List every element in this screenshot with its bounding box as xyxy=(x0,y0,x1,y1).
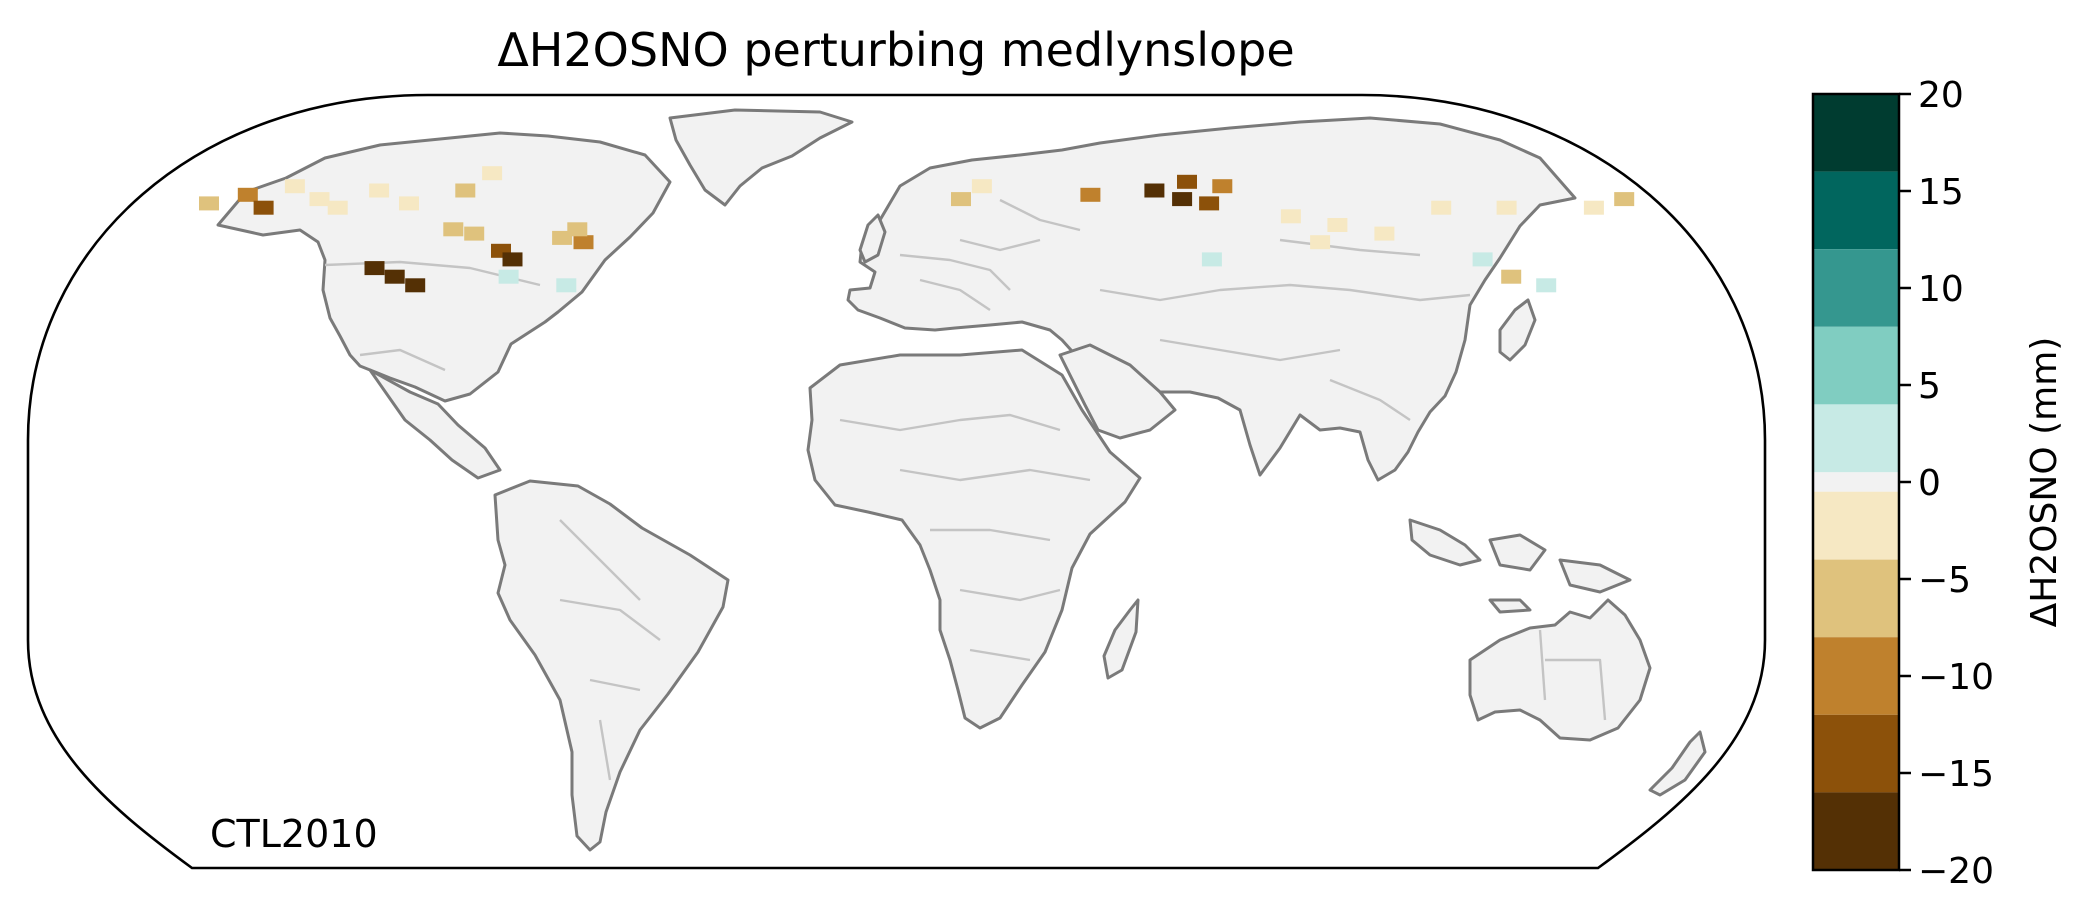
asia-borders xyxy=(1099,238,1471,421)
anomaly-cell xyxy=(951,192,971,207)
europe-borders xyxy=(899,198,1081,311)
colorbar-bin-7 xyxy=(1813,559,1899,638)
madagascar-landmass xyxy=(1102,598,1140,680)
anomaly-cell xyxy=(399,196,419,211)
snow-anomaly-cells xyxy=(199,166,1635,293)
eurasia-landmass xyxy=(846,116,1577,482)
colorbar-tick-label: −20 xyxy=(1918,851,1994,892)
colorbar-bin-1 xyxy=(1813,171,1899,250)
south-america-landmass xyxy=(493,479,730,852)
map-boundary xyxy=(26,93,1767,870)
colorbar-ticks: 20 15 10 5 0 −5 −10 −15 −20 xyxy=(1899,75,1994,892)
anomaly-cell xyxy=(567,222,588,237)
anomaly-cell xyxy=(309,192,330,207)
anomaly-cell xyxy=(1496,200,1517,215)
anomaly-cell xyxy=(502,252,523,267)
anomaly-cell xyxy=(1614,192,1635,207)
colorbar: 20 15 10 5 0 −5 −10 −15 −20 ΔH2OSNO (mm) xyxy=(1811,75,2065,892)
anomaly-cell xyxy=(327,200,348,215)
anomaly-cell xyxy=(552,230,573,245)
anomaly-cell xyxy=(1501,269,1522,284)
anomaly-cell xyxy=(1583,200,1604,215)
anomaly-cell xyxy=(1212,179,1233,194)
southeast-asia-islands xyxy=(1408,518,1632,614)
south-america-borders xyxy=(559,519,661,781)
colorbar-tick-label: 15 xyxy=(1918,172,1964,213)
colorbar-bin-6 xyxy=(1813,491,1899,560)
colorbar-bin-3 xyxy=(1813,326,1899,405)
australia-borders xyxy=(1538,629,1607,721)
anomaly-cell xyxy=(237,187,258,202)
anomaly-cell xyxy=(1177,174,1197,189)
anomaly-cell xyxy=(1431,200,1452,215)
anomaly-cell xyxy=(464,226,485,241)
anomaly-cell xyxy=(556,278,577,293)
colorbar-tick-label: 20 xyxy=(1918,75,1964,116)
colorbar-tick-label: 0 xyxy=(1918,463,1941,504)
anomaly-cell xyxy=(573,235,594,250)
anomaly-cell xyxy=(1472,252,1493,267)
world-map: CTL2010 xyxy=(26,93,1767,870)
anomaly-cell xyxy=(253,200,274,215)
greenland-landmass xyxy=(668,108,854,207)
anomaly-cell xyxy=(384,269,405,284)
africa-landmass xyxy=(806,348,1142,730)
anomaly-cell xyxy=(971,179,992,194)
colorbar-bin-9 xyxy=(1813,714,1899,793)
colorbar-tick-label: 10 xyxy=(1918,269,1964,310)
anomaly-cell xyxy=(1199,196,1220,211)
colorbar-tick-label: −10 xyxy=(1918,657,1994,698)
colorbar-bin-2 xyxy=(1813,249,1899,327)
anomaly-cell xyxy=(455,183,476,198)
colorbar-tick-label: −15 xyxy=(1918,754,1994,795)
us-mexico-border xyxy=(359,348,446,372)
colorbar-bin-10 xyxy=(1813,792,1899,870)
anomaly-cell xyxy=(405,278,426,293)
anomaly-cell xyxy=(369,183,390,198)
anomaly-cell xyxy=(1201,252,1222,267)
new-zealand-landmass xyxy=(1648,730,1707,797)
colorbar-bin-5 xyxy=(1813,472,1899,492)
anomaly-cell xyxy=(199,196,219,211)
anomaly-cell xyxy=(443,222,464,237)
country-borders xyxy=(324,198,1607,781)
arabia-landmass xyxy=(1058,343,1177,440)
central-america-landmass xyxy=(368,368,502,480)
colorbar-tick-label: −5 xyxy=(1918,560,1971,601)
uk-landmass xyxy=(858,213,887,264)
australia-landmass xyxy=(1468,598,1652,742)
land-masses xyxy=(216,108,1707,852)
colorbar-bin-0 xyxy=(1813,94,1899,172)
map-title: ΔH2OSNO perturbing medlynslope xyxy=(497,23,1294,77)
anomaly-cell xyxy=(482,166,503,181)
anomaly-cell xyxy=(364,261,385,276)
colorbar-tick-label: 5 xyxy=(1918,366,1941,407)
colorbar-bins xyxy=(1813,94,1899,870)
anomaly-cell xyxy=(1080,187,1101,202)
anomaly-cell xyxy=(1536,278,1557,293)
anomaly-cell xyxy=(1327,218,1348,232)
africa-borders xyxy=(839,413,1091,662)
anomaly-cell xyxy=(1144,183,1165,198)
north-america-landmass xyxy=(216,131,672,403)
anomaly-cell xyxy=(1280,209,1301,224)
anomaly-cell xyxy=(1310,235,1331,250)
colorbar-bin-8 xyxy=(1813,637,1899,715)
anomaly-cell xyxy=(498,269,519,284)
anomaly-cell xyxy=(1172,192,1193,207)
anomaly-cell xyxy=(1374,226,1395,241)
colorbar-bin-4 xyxy=(1813,404,1899,473)
run-label: CTL2010 xyxy=(210,812,378,856)
japan-landmass xyxy=(1498,298,1537,362)
anomaly-cell xyxy=(284,179,305,194)
colorbar-label: ΔH2OSNO (mm) xyxy=(2024,337,2065,628)
